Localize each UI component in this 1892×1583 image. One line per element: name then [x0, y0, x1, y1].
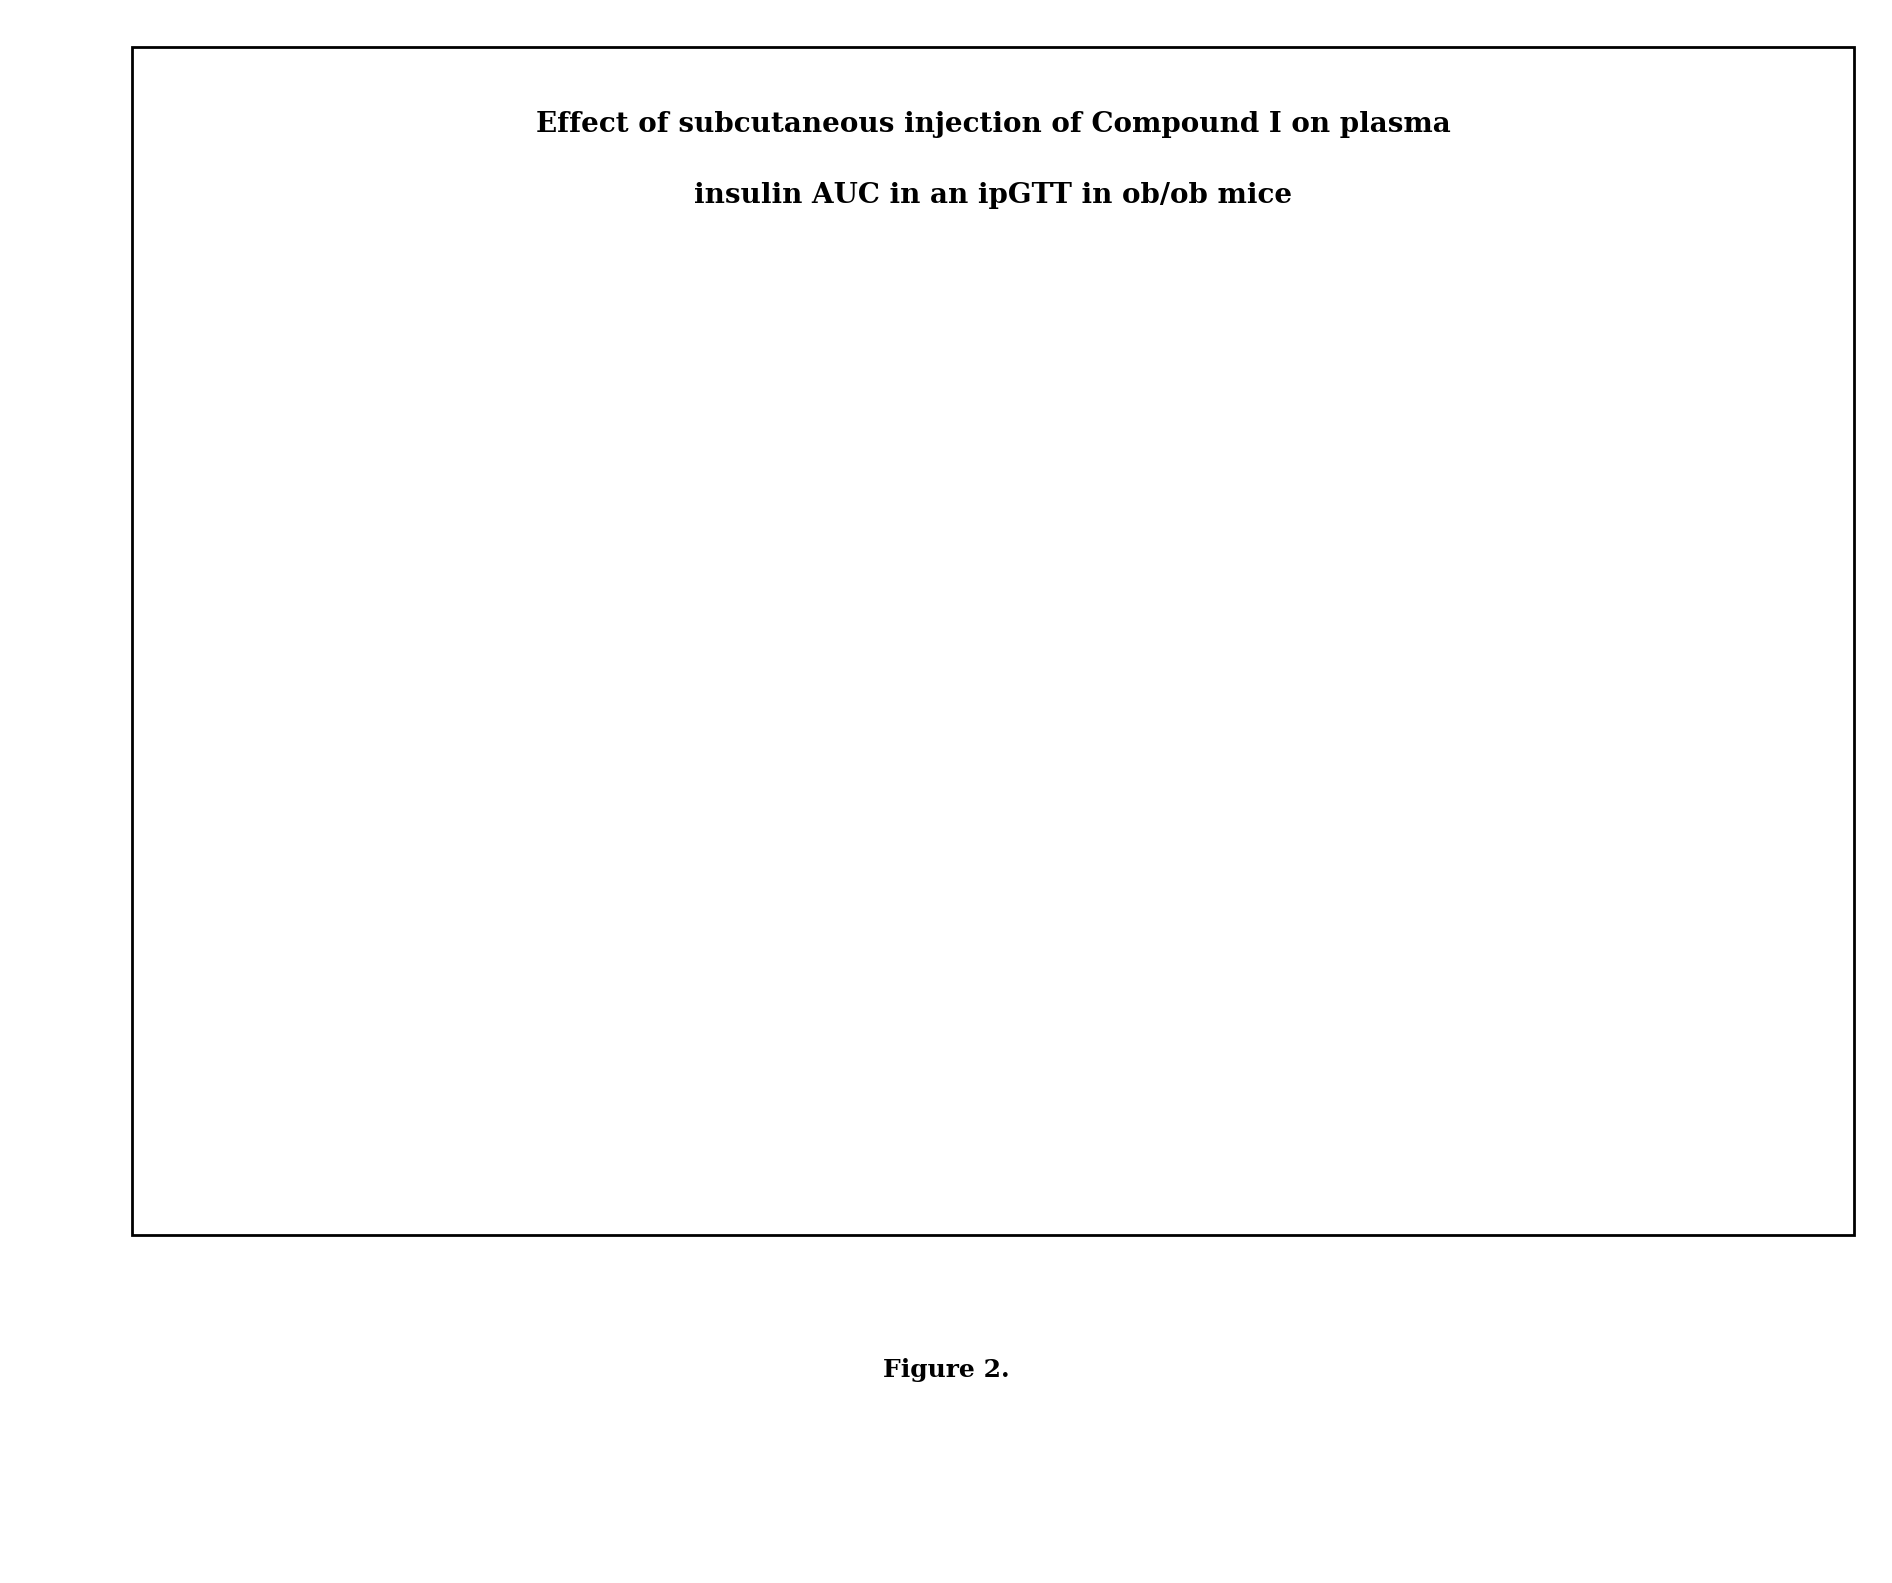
- Text: **: **: [1659, 149, 1686, 174]
- Text: Figure 2.: Figure 2.: [884, 1358, 1008, 1382]
- Bar: [1595, 363, 1750, 1156]
- Text: **: **: [1184, 472, 1211, 495]
- Text: 207.4%: 207.4%: [1387, 488, 1483, 511]
- Bar: [645, 967, 800, 1156]
- Bar: [1120, 668, 1275, 1156]
- Bar: [882, 924, 1037, 1156]
- Text: Effect of subcutaneous injection of Compound I on plasma: Effect of subcutaneous injection of Comp…: [535, 111, 1451, 138]
- Text: 8.6 %: 8.6 %: [687, 858, 759, 883]
- Text: **: **: [547, 169, 573, 193]
- Bar: [1357, 617, 1512, 1156]
- Bar: [407, 983, 562, 1156]
- Text: 177.9%: 177.9%: [1148, 514, 1245, 538]
- Text: 347.8%: 347.8%: [1623, 193, 1720, 217]
- X-axis label: Dose (nmol/kg): Dose (nmol/kg): [965, 1206, 1192, 1232]
- Text: insulin AUC in an ipGTT in ob/ob mice: insulin AUC in an ipGTT in ob/ob mice: [694, 182, 1292, 209]
- Text: p<0.01, comparing with vehicle group: p<0.01, comparing with vehicle group: [628, 169, 1116, 192]
- Y-axis label: Plasma insulin AUC (ng/mlx180 min): Plasma insulin AUC (ng/mlx180 min): [199, 351, 223, 899]
- Text: 31.9%: 31.9%: [920, 863, 999, 886]
- Text: **: **: [1421, 445, 1447, 469]
